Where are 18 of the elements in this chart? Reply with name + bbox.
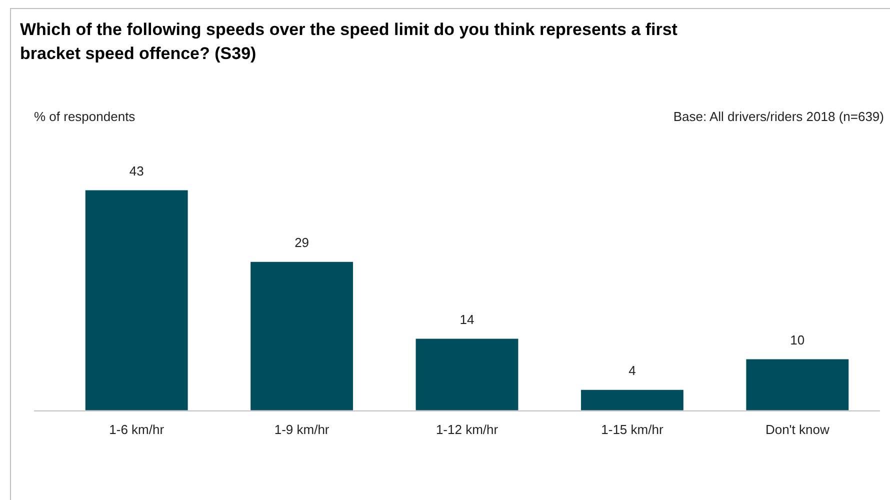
data-label: 10 (790, 332, 805, 348)
text: % of respondents (34, 109, 136, 124)
x-tick-label: 1-15 km/hr (601, 422, 664, 437)
x-tick-label: 1-6 km/hr (109, 422, 165, 437)
data-label: 43 (129, 163, 144, 178)
bar (416, 338, 518, 410)
data-label: 29 (294, 235, 310, 250)
x-tick-label: 1-12 km/hr (436, 422, 499, 437)
bar (580, 390, 684, 410)
x-tick-label: Don't know (765, 422, 830, 437)
text: Base: All drivers/riders 2018 (n=639) (673, 109, 884, 124)
x-tick-label: 1-9 km/hr (274, 422, 330, 437)
bar (85, 190, 188, 410)
chart-title: Which of the following speeds over the speed limit do you think represents a first bracket speed offence? (S39) (20, 19, 678, 65)
bar (250, 262, 354, 410)
data-label: 4 (628, 363, 636, 378)
data-label: 14 (460, 312, 474, 327)
bar (746, 359, 849, 410)
